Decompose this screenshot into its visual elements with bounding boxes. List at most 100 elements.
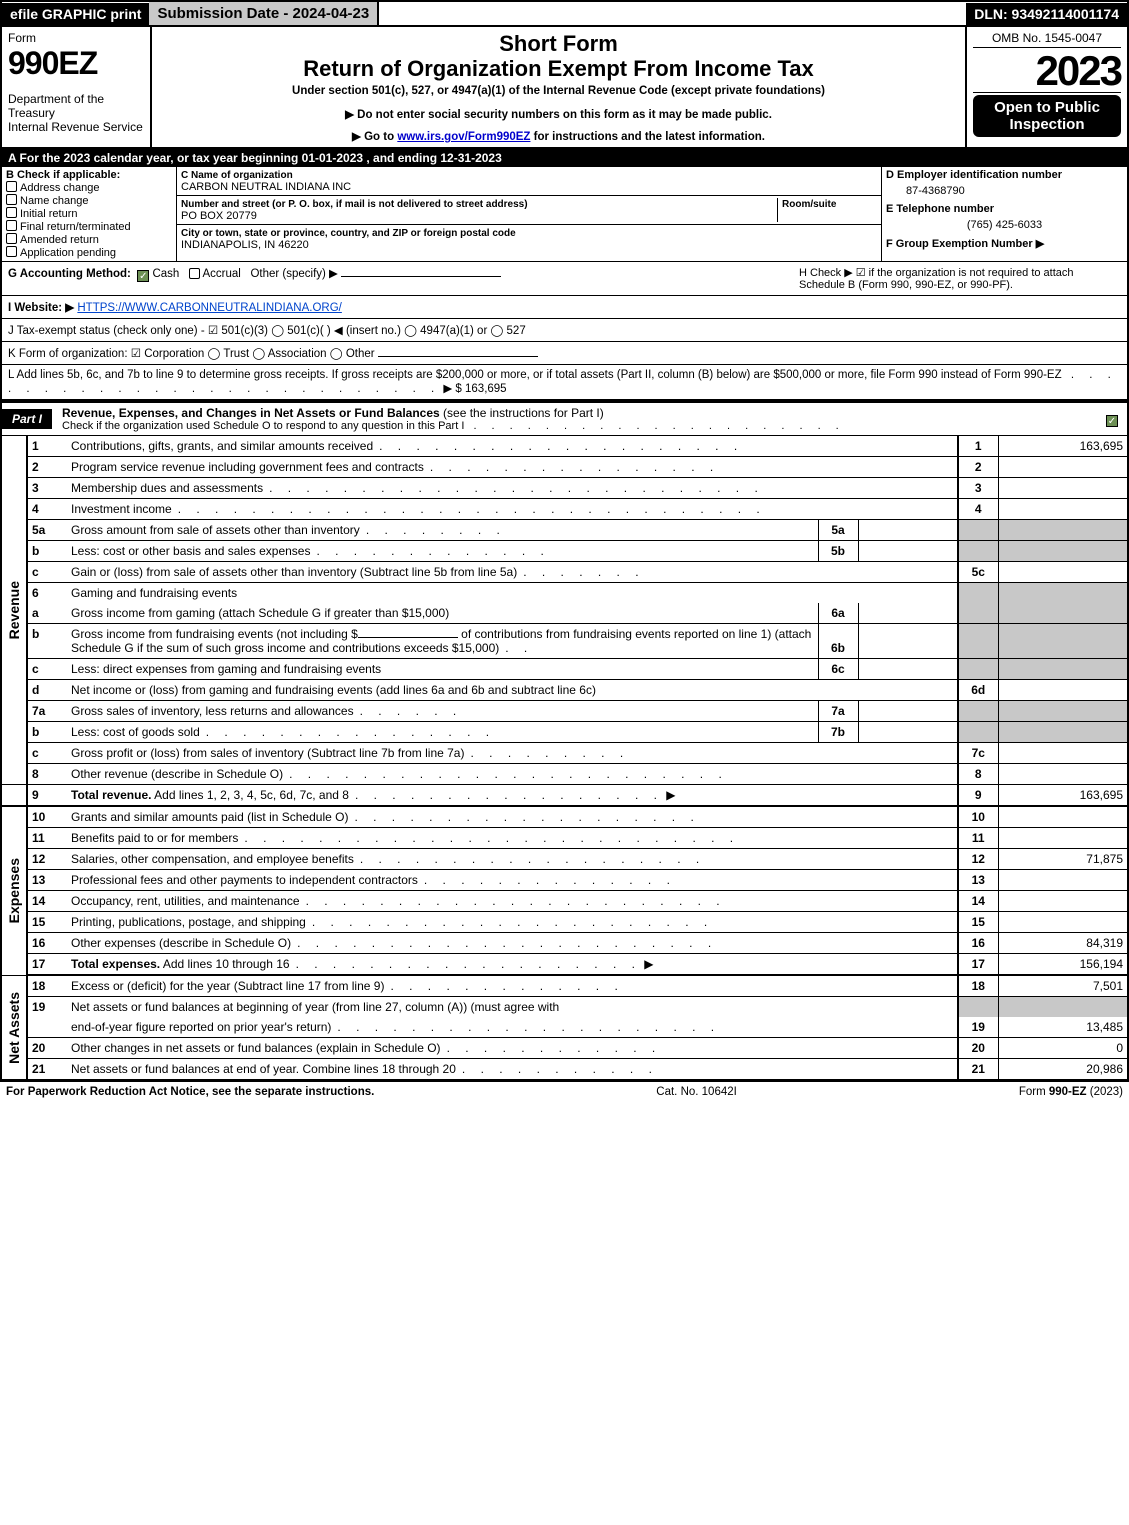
line-5c: c Gain or (loss) from sale of assets oth… (1, 562, 1128, 583)
line-6d: d Net income or (loss) from gaming and f… (1, 680, 1128, 701)
tel-value: (765) 425-6033 (886, 215, 1123, 237)
part1-sub: Check if the organization used Schedule … (62, 420, 464, 432)
do-not-enter: ▶ Do not enter social security numbers o… (158, 107, 959, 121)
go-to-suffix: for instructions and the latest informat… (534, 131, 765, 143)
dln-number: DLN: 93492114001174 (966, 3, 1127, 25)
check-final-return[interactable]: Final return/terminated (6, 220, 172, 233)
line-7b: b Less: cost of goods sold. . . . . . . … (1, 722, 1128, 743)
check-address-change[interactable]: Address change (6, 181, 172, 194)
submission-date: Submission Date - 2024-04-23 (149, 2, 379, 25)
line-18: Net Assets 18 Excess or (deficit) for th… (1, 975, 1128, 997)
tax-year: 2023 (973, 50, 1121, 93)
part1-desc: Revenue, Expenses, and Changes in Net As… (62, 403, 1097, 435)
l-amount: ▶ $ 163,695 (443, 383, 506, 395)
line-11: 11 Benefits paid to or for members. . . … (1, 828, 1128, 849)
ein-value: 87-4368790 (886, 181, 1123, 203)
line-2: 2 Program service revenue including gove… (1, 457, 1128, 478)
subtitle: Under section 501(c), 527, or 4947(a)(1)… (158, 85, 959, 97)
part1-header: Part I Revenue, Expenses, and Changes in… (0, 401, 1129, 436)
c-addr-label: Number and street (or P. O. box, if mail… (181, 199, 528, 210)
part1-check[interactable] (1097, 411, 1127, 427)
tel-label: E Telephone number (886, 203, 1123, 215)
top-bar: efile GRAPHIC print Submission Date - 20… (0, 0, 1129, 27)
line-3: 3 Membership dues and assessments. . . .… (1, 478, 1128, 499)
section-i: I Website: ▶ HTTPS://WWW.CARBONNEUTRALIN… (0, 296, 1129, 319)
line-7a: 7a Gross sales of inventory, less return… (1, 701, 1128, 722)
line-10: Expenses 10 Grants and similar amounts p… (1, 806, 1128, 828)
open-to-public: Open to Public Inspection (973, 95, 1121, 137)
org-city: INDIANAPOLIS, IN 46220 (181, 239, 309, 251)
gh-block: G Accounting Method: Cash Accrual Other … (0, 262, 1129, 296)
footer-right: Form 990-EZ (2023) (1019, 1086, 1123, 1098)
room-label: Room/suite (782, 199, 836, 210)
check-initial-return[interactable]: Initial return (6, 207, 172, 220)
line-19: end-of-year figure reported on prior yea… (1, 1017, 1128, 1038)
arrow-icon (641, 957, 654, 971)
section-d: D Employer identification number 87-4368… (882, 167, 1127, 261)
header-right: OMB No. 1545-0047 2023 Open to Public In… (967, 27, 1127, 147)
k-other-line (378, 356, 538, 357)
g-cash: Cash (152, 268, 179, 280)
g-accrual: Accrual (202, 268, 240, 280)
b-title: B Check if applicable: (6, 169, 172, 181)
line-20: 20 Other changes in net assets or fund b… (1, 1038, 1128, 1059)
g-other: Other (specify) ▶ (250, 268, 337, 280)
org-address: PO BOX 20779 (181, 210, 257, 222)
form-header: Form 990EZ Department of the Treasury In… (0, 27, 1129, 149)
c-city-label: City or town, state or province, country… (181, 228, 516, 239)
expenses-label: Expenses (6, 858, 22, 923)
lines-table: Revenue 1 Contributions, gifts, grants, … (0, 436, 1129, 1080)
section-g: G Accounting Method: Cash Accrual Other … (8, 266, 791, 291)
page-footer: For Paperwork Reduction Act Notice, see … (0, 1080, 1129, 1102)
k-text: K Form of organization: ☑ Corporation ◯ … (8, 348, 375, 360)
section-a: A For the 2023 calendar year, or tax yea… (0, 149, 1129, 167)
go-to-line: ▶ Go to www.irs.gov/Form990EZ for instru… (158, 129, 959, 143)
g-other-line (341, 276, 501, 277)
line-4: 4 Investment income. . . . . . . . . . .… (1, 499, 1128, 520)
dept-irs: Internal Revenue Service (8, 120, 144, 134)
footer-center: Cat. No. 10642I (374, 1086, 1019, 1098)
header-center: Short Form Return of Organization Exempt… (152, 27, 967, 147)
part1-title: Revenue, Expenses, and Changes in Net As… (62, 406, 443, 420)
line-5a: 5a Gross amount from sale of assets othe… (1, 520, 1128, 541)
section-b: B Check if applicable: Address change Na… (2, 167, 177, 261)
line-9: 9 Total revenue. Total revenue. Add line… (1, 785, 1128, 807)
line-12: 12 Salaries, other compensation, and emp… (1, 849, 1128, 870)
check-name-change[interactable]: Name change (6, 194, 172, 207)
website-link[interactable]: HTTPS://WWW.CARBONNEUTRALINDIANA.ORG/ (77, 302, 342, 314)
i-label: I Website: ▶ (8, 302, 74, 314)
check-application-pending[interactable]: Application pending (6, 246, 172, 259)
section-j: J Tax-exempt status (check only one) - ☑… (0, 319, 1129, 342)
section-l: L Add lines 5b, 6c, and 7b to line 9 to … (0, 365, 1129, 401)
l-text: L Add lines 5b, 6c, and 7b to line 9 to … (8, 369, 1062, 381)
efile-print-label[interactable]: efile GRAPHIC print (2, 3, 149, 25)
group-exemption-label: F Group Exemption Number ▶ (886, 237, 1123, 250)
line-6c: c Less: direct expenses from gaming and … (1, 659, 1128, 680)
netassets-label: Net Assets (6, 992, 22, 1064)
accrual-unchecked-icon[interactable] (189, 268, 200, 279)
form-word: Form (8, 31, 144, 45)
omb-number: OMB No. 1545-0047 (973, 31, 1121, 48)
line-1: Revenue 1 Contributions, gifts, grants, … (1, 436, 1128, 457)
line-13: 13 Professional fees and other payments … (1, 870, 1128, 891)
part1-paren: (see the instructions for Part I) (443, 406, 604, 420)
line-6a: a Gross income from gaming (attach Sched… (1, 603, 1128, 624)
g-label: G Accounting Method: (8, 268, 131, 280)
revenue-label: Revenue (6, 581, 22, 639)
h-text: H Check ▶ ☑ if the organization is not r… (799, 267, 1074, 291)
arrow-icon (663, 788, 676, 802)
line-5b: b Less: cost or other basis and sales ex… (1, 541, 1128, 562)
line-15: 15 Printing, publications, postage, and … (1, 912, 1128, 933)
line-14: 14 Occupancy, rent, utilities, and maint… (1, 891, 1128, 912)
form-number: 990EZ (8, 45, 144, 82)
section-k: K Form of organization: ☑ Corporation ◯ … (0, 342, 1129, 365)
check-amended-return[interactable]: Amended return (6, 233, 172, 246)
go-to-prefix: ▶ Go to (352, 131, 397, 143)
short-form-title: Short Form (158, 31, 959, 57)
irs-link[interactable]: www.irs.gov/Form990EZ (397, 131, 530, 143)
part1-label: Part I (2, 409, 52, 429)
c-name-label: C Name of organization (181, 170, 293, 181)
line-19-top: 19 Net assets or fund balances at beginn… (1, 997, 1128, 1018)
footer-left: For Paperwork Reduction Act Notice, see … (6, 1086, 374, 1098)
org-name: CARBON NEUTRAL INDIANA INC (181, 181, 351, 193)
